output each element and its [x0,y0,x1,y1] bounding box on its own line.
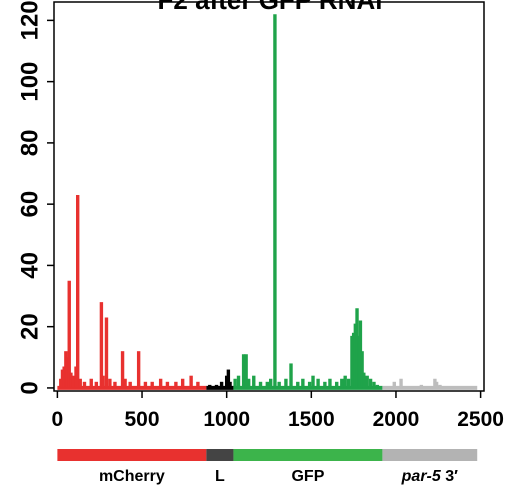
x-tick-label-1500: 1500 [288,408,335,431]
bars-layer [59,14,442,388]
track-segment-mcherry [57,449,207,461]
chart-title: F2 after GFP RNAi [158,0,383,15]
track-label-gfp: GFP [291,468,324,485]
construct-track: mCherry L GFP par-5 3′ [57,449,478,485]
x-tick-label-2000: 2000 [373,408,420,431]
y-tick-label-40: 40 [16,252,43,279]
y-tick-label-80: 80 [16,130,43,157]
y-tick-label-0: 0 [16,381,43,394]
y-tick-label-120: 120 [16,0,43,40]
track-segment-l [206,449,234,461]
y-tick-label-60: 60 [16,191,43,218]
track-label-mcherry: mCherry [99,468,165,485]
x-tick-label-500: 500 [125,408,160,431]
track-label-gene: par-5 [401,468,442,485]
x-axis: 0 500 1000 1500 2000 2500 [52,391,504,431]
y-axis: 0 20 40 60 80 100 120 [16,0,54,395]
plot-frame [53,1,485,392]
track-label-l: L [215,468,225,485]
x-tick-label-0: 0 [52,408,64,431]
track-label-suffix: 3′ [441,468,458,485]
y-tick-label-100: 100 [16,62,43,102]
track-segment-gfp [233,449,383,461]
track-label-par-5: par-5 3′ [401,468,458,485]
x-tick-label-1000: 1000 [203,408,250,431]
track-segment-par-5 [382,449,478,461]
x-tick-label-2500: 2500 [457,408,504,431]
y-tick-label-20: 20 [16,313,43,340]
